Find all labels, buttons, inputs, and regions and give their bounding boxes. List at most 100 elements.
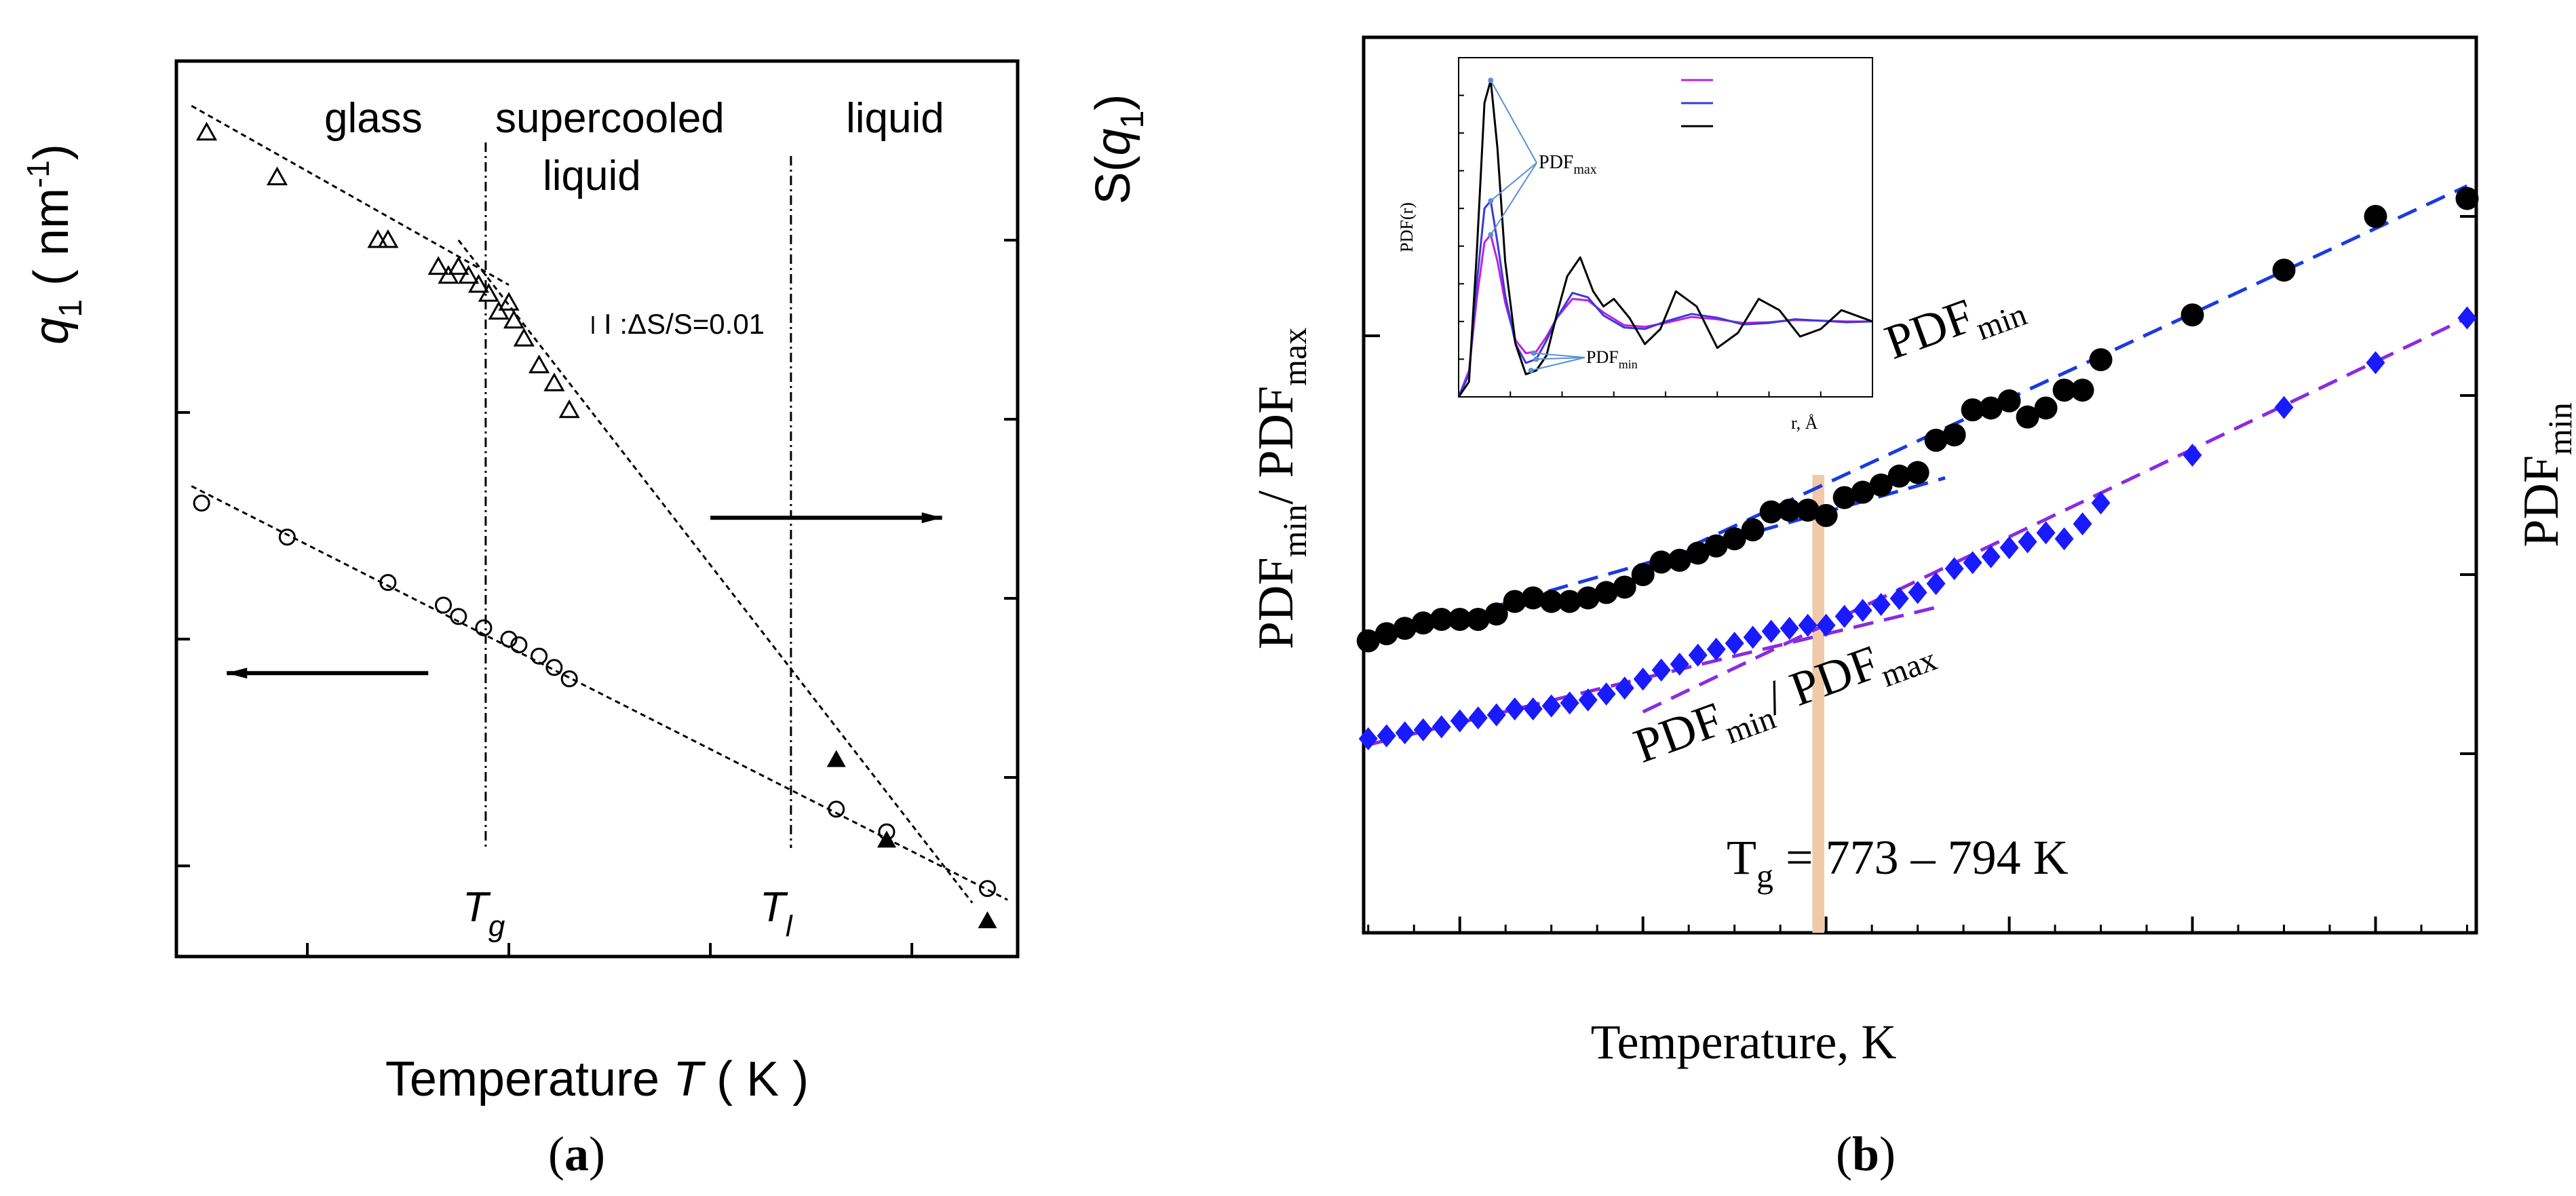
pdfmin-point <box>1411 611 1435 635</box>
sq1-point <box>195 121 218 141</box>
ratio-point <box>1395 721 1415 745</box>
ratio-point <box>1486 703 1506 727</box>
sq1-point <box>478 283 499 302</box>
ratio-point <box>1651 658 1671 682</box>
pdfmin-point <box>1686 541 1710 565</box>
ratio-point <box>1596 682 1616 706</box>
ratio-point <box>1505 697 1524 720</box>
pdfmin-point <box>1649 550 1673 574</box>
q1-point <box>379 574 397 592</box>
inset-pdfmin-leader <box>1533 352 1585 358</box>
pdfmin-point <box>1448 608 1472 631</box>
pdfmin-point <box>1613 575 1636 599</box>
sq1-point <box>528 354 550 374</box>
q1-point <box>435 596 453 614</box>
ratio-point <box>2073 512 2092 536</box>
pdfmin-point <box>1796 498 1820 522</box>
ratio-point <box>1944 557 1964 581</box>
inset-label-pdfmin: PDFmin <box>1586 347 1638 371</box>
inset-pdfmin-leader <box>1536 357 1585 360</box>
series-label-pdfmin: PDFmin <box>1878 271 2031 378</box>
pdfmin-point <box>2272 258 2296 282</box>
pdfmin-point <box>1631 563 1655 586</box>
pdfmin-point <box>1374 622 1398 646</box>
pdfmin-point <box>2364 205 2387 228</box>
ratio-point <box>1523 697 1543 720</box>
ratio-point <box>1706 638 1726 661</box>
inset-pdfmin-marker <box>1528 368 1534 374</box>
sq1-point <box>543 372 565 391</box>
inset-line-1400-k <box>1457 199 1873 398</box>
ratio-point <box>1853 598 1872 622</box>
pdfmin-point <box>2455 187 2479 210</box>
sq1-point <box>427 256 449 275</box>
inset-y-axis-title: PDF(r) <box>1397 202 1417 252</box>
axis-arrow-head <box>227 668 248 679</box>
pdfmin-point <box>1466 608 1490 631</box>
ratio-point <box>1780 617 1799 640</box>
ratio-point <box>1578 688 1598 712</box>
pdfmin-point <box>1759 500 1783 524</box>
inset-pdfmax-marker <box>1488 77 1494 83</box>
pdfmin-point <box>1521 586 1545 610</box>
fit-line <box>1642 316 2468 714</box>
ratio-point <box>1963 551 1982 575</box>
pdfmin-point <box>1594 581 1618 604</box>
panel-a-right-axis-title: S(q1) <box>1086 94 1151 205</box>
panel-a-chart: glass supercooled liquid liquid I :ΔS/S=… <box>20 59 1151 1181</box>
sq1-point <box>503 309 525 329</box>
panel-a-label: (a) <box>548 1127 605 1181</box>
ratio-point <box>1889 587 1909 611</box>
inset-pdfmax-marker <box>1488 232 1494 238</box>
inset-pdf-chart: r, Å PDF(r) PDFmax PDFmin <box>1397 57 1873 433</box>
ratio-point <box>1541 694 1561 718</box>
pdfmin-point <box>1942 423 1966 447</box>
sq1-liquid-point <box>877 830 896 848</box>
ratio-point <box>2457 306 2477 330</box>
panel-a-frame <box>174 59 1020 959</box>
pdfmin-point <box>1906 461 1929 484</box>
sq1-point <box>367 229 389 248</box>
ratio-point <box>2091 491 2111 515</box>
sq1-point <box>558 399 580 419</box>
pdfmin-point <box>2052 379 2076 402</box>
q1-point <box>828 800 845 818</box>
fit-line <box>191 485 1008 901</box>
tl-label: Tl <box>760 884 793 943</box>
pdfmin-point <box>1558 590 1581 613</box>
inset-label-pdfmax: PDFmax <box>1539 152 1597 177</box>
pdfmin-point <box>1668 548 1691 572</box>
inset-pdfmax-leader <box>1490 162 1537 201</box>
inset-pdfmax-leader <box>1490 79 1537 163</box>
ratio-point <box>1761 619 1781 643</box>
ratio-point <box>1413 718 1433 741</box>
pdfmin-point <box>1393 617 1417 640</box>
pdfmin-point <box>1484 602 1508 626</box>
pdfmin-point <box>2016 405 2039 429</box>
sq1-point <box>488 301 510 320</box>
fit-line <box>191 104 510 286</box>
fit-line <box>457 239 974 904</box>
panel-b-label: (b) <box>1836 1127 1896 1181</box>
tg-label: Tg <box>463 884 505 943</box>
ratio-point <box>2036 521 2056 545</box>
ratio-point <box>1834 604 1854 628</box>
region-label-supercooled: supercooled <box>495 95 725 142</box>
ratio-point <box>2054 527 2074 551</box>
q1-point <box>193 495 210 512</box>
pdfmin-point <box>1851 480 1875 504</box>
ratio-point <box>1688 643 1708 667</box>
region-label-supercooled-liquid: liquid <box>543 153 641 199</box>
pdfmin-point <box>2180 303 2204 327</box>
panel-b-chart: PDFmin PDFmin/ PDFmax Tg = 773 – 794 K T… <box>1248 35 2576 1181</box>
ratio-point <box>1633 668 1653 691</box>
sq1-point <box>377 229 399 248</box>
pdfmin-point <box>1777 498 1801 522</box>
ratio-point <box>1377 724 1396 748</box>
panel-b-frame <box>1362 35 2478 935</box>
sq1-point <box>448 256 469 275</box>
q1-point <box>531 647 548 665</box>
ratio-point <box>1358 727 1378 750</box>
pdfmin-point <box>1979 396 2003 420</box>
